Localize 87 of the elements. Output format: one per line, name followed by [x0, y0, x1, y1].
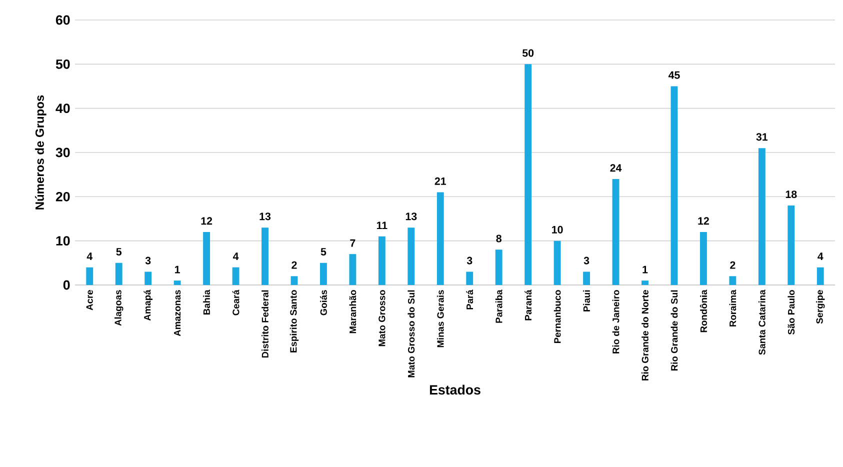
bar	[436, 192, 444, 285]
x-tick-label: Distrito Federal	[262, 290, 268, 358]
x-tick-label: Pará	[466, 290, 474, 310]
bar	[612, 178, 620, 285]
bar	[349, 254, 356, 285]
x-tick-label: Rio de Janeiro	[612, 290, 620, 354]
data-label: 4	[818, 252, 824, 260]
y-tick-label: 0	[63, 280, 70, 290]
x-tick-label: São Paulo	[788, 290, 795, 335]
x-tick-label: Rio Grande do Sul	[670, 290, 678, 370]
data-label: 45	[668, 71, 680, 79]
data-label: 50	[522, 49, 534, 57]
bar	[700, 232, 707, 285]
y-tick-label: 40	[56, 104, 70, 114]
y-tick-label: 30	[56, 148, 70, 158]
x-tick-label: Maranhão	[349, 290, 356, 334]
y-tick-label: 10	[56, 236, 70, 246]
bar	[290, 276, 298, 285]
data-label: 5	[116, 248, 122, 256]
bar	[232, 267, 240, 285]
data-label: 13	[260, 212, 271, 220]
bar	[758, 148, 766, 285]
x-tick-label: Goiás	[320, 290, 327, 316]
x-tick-label: Paraiba	[495, 290, 502, 323]
data-label: 5	[320, 248, 326, 256]
x-tick-label: Bahia	[203, 290, 210, 314]
bar	[144, 272, 152, 285]
x-axis-title: Estados	[430, 384, 480, 395]
bar	[320, 262, 327, 285]
data-label: 7	[350, 239, 356, 247]
data-label: 21	[434, 177, 446, 185]
data-label: 8	[496, 234, 502, 242]
bar	[115, 262, 122, 285]
y-tick-label: 50	[56, 59, 70, 69]
x-tick-label: Roraima	[729, 290, 736, 326]
x-tick-label: Sergipe	[816, 290, 825, 324]
x-tick-label: Mato Grosso	[378, 290, 386, 346]
data-label: 24	[610, 164, 622, 172]
x-tick-label: Pernanbuco	[554, 290, 561, 344]
data-label: 3	[466, 256, 472, 264]
bar	[729, 276, 736, 285]
x-tick-label: Amapá	[144, 290, 152, 321]
x-tick-label: Acre	[86, 290, 93, 310]
data-label: 18	[786, 190, 797, 198]
x-tick-label: Mato Grosso do Sul	[408, 290, 415, 378]
bar	[466, 272, 474, 285]
data-label: 1	[175, 266, 180, 274]
data-label: 2	[292, 261, 297, 269]
bar	[174, 280, 181, 285]
data-label: 4	[86, 252, 93, 260]
data-label: 2	[730, 261, 736, 269]
y-axis-title: Números de Grupos	[35, 95, 46, 210]
data-label: 12	[201, 217, 212, 225]
bar	[262, 228, 268, 285]
data-label: 1	[642, 266, 648, 274]
y-tick-label: 20	[56, 192, 70, 202]
bar	[554, 240, 561, 285]
x-tick-label: Amazonas	[174, 290, 181, 336]
bar	[408, 228, 415, 285]
bar	[203, 232, 210, 285]
bar	[524, 64, 532, 285]
x-tick-label: Alagoas	[114, 290, 124, 326]
data-label: 31	[756, 133, 768, 141]
data-label: 4	[232, 252, 239, 260]
bar	[86, 267, 94, 285]
data-label: 12	[698, 217, 709, 225]
bar	[642, 280, 648, 285]
x-tick-label: Santa Catarina	[758, 290, 766, 355]
bar	[816, 267, 824, 285]
x-tick-label: Espirito Santo	[290, 290, 299, 352]
x-tick-label: Piaui	[583, 290, 590, 312]
bar	[583, 272, 590, 285]
y-tick-label: 60	[56, 15, 70, 25]
data-label: 3	[145, 256, 151, 264]
x-tick-label: Rio Grande do Norte	[642, 290, 648, 380]
x-tick-label: Rondônia	[700, 290, 707, 332]
x-tick-label: Minas Gerais	[436, 290, 444, 348]
bar	[495, 250, 502, 285]
x-tick-label: Ceará	[232, 290, 240, 316]
data-label: 13	[406, 212, 417, 220]
data-label: 3	[584, 256, 590, 264]
x-tick-label: Paraná	[524, 290, 532, 320]
data-label: 10	[552, 226, 563, 234]
data-label: 11	[376, 222, 388, 230]
bar	[670, 86, 678, 285]
bar	[378, 236, 386, 285]
bar	[788, 205, 795, 285]
